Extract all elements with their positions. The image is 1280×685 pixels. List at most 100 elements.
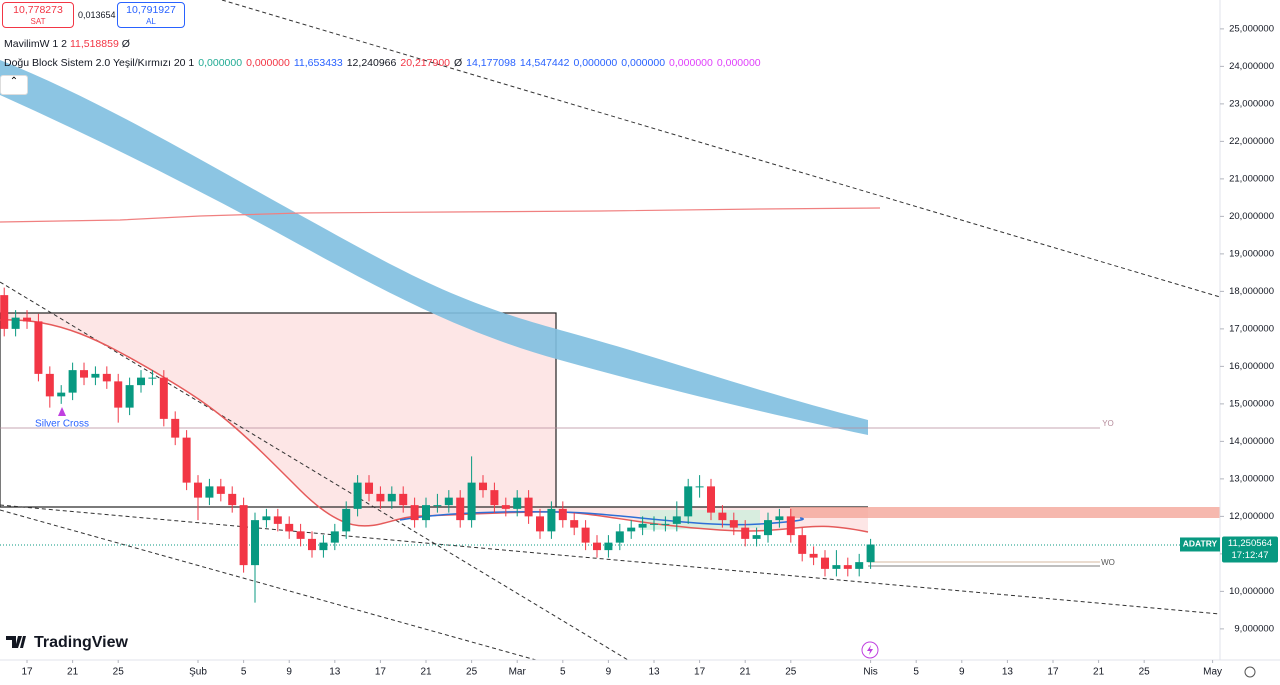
candle-body (0, 295, 9, 329)
candle-body (615, 531, 624, 543)
candle-body (285, 523, 294, 532)
y-tick-label: 24,000000 (1229, 61, 1274, 72)
x-tick-label: 17 (1047, 667, 1059, 678)
trend-line (221, 0, 1221, 298)
candle-body (741, 527, 750, 539)
x-tick-label: 25 (785, 667, 797, 678)
x-tick-label: 9 (286, 667, 292, 678)
y-tick-label: 22,000000 (1229, 136, 1274, 147)
candle-body (216, 486, 225, 494)
price-tag-label: 11,250564 (1228, 538, 1272, 549)
x-tick-label: 21 (1093, 667, 1105, 678)
sell-button[interactable]: 10,778273 SAT (2, 2, 74, 28)
x-tick-label: 21 (740, 667, 752, 678)
candle-body (228, 493, 237, 506)
candle-body (239, 505, 248, 566)
candle-body (262, 516, 271, 521)
trend-line (0, 504, 1221, 615)
candle-body (205, 486, 214, 498)
x-tick-label: 13 (648, 667, 660, 678)
x-tick-label: 21 (420, 667, 432, 678)
candle-body (102, 373, 111, 382)
legend-value: 0,000000 (246, 57, 290, 69)
candle-body (182, 437, 191, 483)
buy-price: 10,791927 (126, 4, 176, 16)
candle-body (570, 520, 579, 528)
candle-body (798, 535, 807, 554)
legend-value: 20,217900 (400, 57, 450, 69)
supply-zone (790, 507, 1220, 518)
candle-body (91, 373, 100, 378)
legend-value: 11,653433 (293, 57, 343, 69)
symbol-tag (1180, 537, 1220, 552)
y-tick-label: 23,000000 (1229, 98, 1274, 109)
legend-value: 12,240966 (346, 57, 397, 69)
legend-value: 0,000000 (716, 57, 761, 69)
x-tick-label: May (1203, 667, 1222, 678)
x-tick-label: 25 (466, 667, 478, 678)
candle-body (479, 482, 488, 491)
x-tick-label: Mar (509, 667, 527, 678)
candle-body (11, 317, 20, 329)
candle-body (456, 497, 465, 521)
candle-body (23, 317, 32, 322)
y-tick-label: 20,000000 (1229, 211, 1274, 222)
candle-body (137, 377, 146, 386)
box (0, 312, 557, 508)
signal-marker (58, 407, 66, 416)
legend-value: 0,000000 (669, 57, 713, 69)
buy-button[interactable]: 10,791927 AL (117, 2, 185, 28)
y-tick-label: 15,000000 (1229, 398, 1274, 409)
candle-body (68, 370, 77, 393)
candle-body (638, 523, 647, 528)
x-tick-label: 5 (913, 667, 919, 678)
sell-price: 10,778273 (13, 4, 63, 16)
legend-name: Doğu Block Sistem 2.0 Yeşil/Kırmızı 20 1 (4, 57, 195, 69)
candle-body (296, 531, 305, 539)
candle-body (684, 486, 693, 517)
candle-body (809, 553, 818, 558)
y-tick-label: 19,000000 (1229, 248, 1274, 259)
candle-body (422, 505, 431, 521)
candle-body (330, 531, 339, 543)
y-tick-label: 17,000000 (1229, 323, 1274, 334)
candle-body (513, 497, 522, 509)
y-tick-label: 16,000000 (1229, 361, 1274, 372)
candle-body (501, 505, 510, 509)
candle-body (718, 512, 727, 521)
candle-body (34, 321, 43, 374)
y-tick-label: 13,000000 (1229, 473, 1274, 484)
collapse-button[interactable]: ⌃ (0, 75, 28, 95)
legend-value: 0,000000 (198, 57, 243, 69)
legend-value: 0,000000 (573, 57, 618, 69)
signal-label: Silver Cross (35, 419, 89, 430)
x-tick-label: 13 (1002, 667, 1014, 678)
candle-body (387, 493, 396, 502)
candle-body (376, 493, 385, 502)
bearish-zone (0, 313, 868, 532)
price-tag (1222, 536, 1278, 563)
legend-row: Doğu Block Sistem 2.0 Yeşil/Kırmızı 20 1… (4, 57, 761, 69)
legend-value: 0,000000 (621, 57, 666, 69)
candle-body (308, 538, 317, 551)
candle-body (171, 418, 180, 438)
candle-body (729, 520, 738, 528)
long-ma (0, 207, 881, 223)
candle-body (45, 373, 54, 397)
candle-body (399, 493, 408, 506)
legend-name: MavilimW 1 2 (4, 38, 68, 50)
x-tick-label: 5 (241, 667, 247, 678)
candle-body (365, 482, 374, 494)
candle-body (490, 490, 499, 506)
x-tick-label: 21 (67, 667, 79, 678)
candle-body (353, 482, 362, 509)
legend-value: 14,547442 (519, 57, 570, 69)
x-tick-label: 5 (560, 667, 566, 678)
ema-cloud (0, 60, 868, 435)
y-tick-label: 9,000000 (1234, 623, 1274, 634)
candle-body (342, 508, 351, 532)
candle-body (604, 542, 613, 551)
settings-icon[interactable] (1244, 666, 1256, 678)
candle-body (650, 523, 659, 525)
candle-body (159, 377, 168, 419)
